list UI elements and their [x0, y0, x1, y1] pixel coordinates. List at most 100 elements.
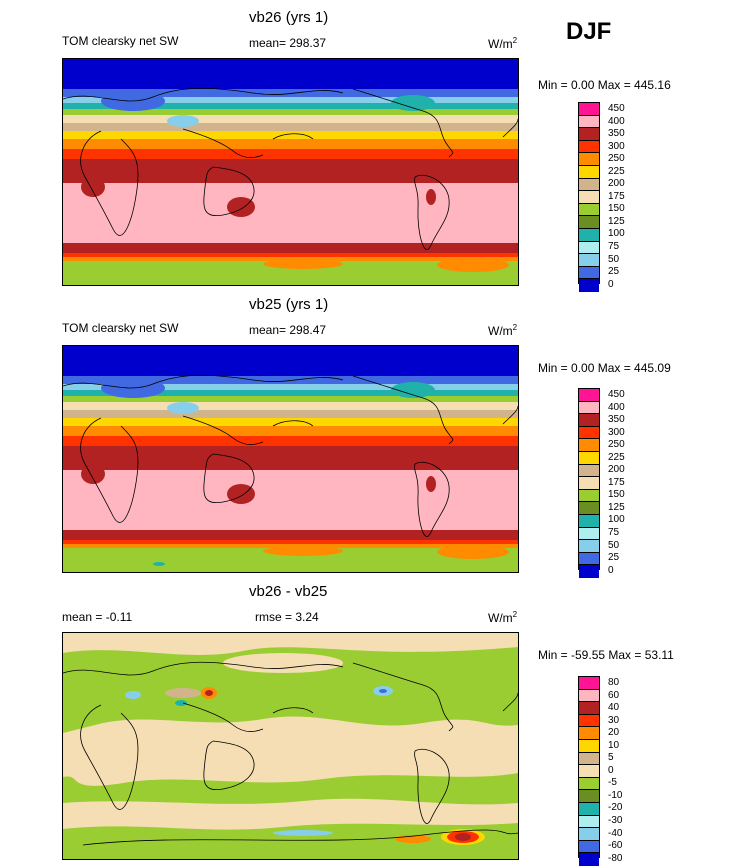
colorbar-top-tick: 125	[608, 216, 625, 227]
colorbar-bottom-bin-1	[579, 689, 599, 703]
colorbar-top-bin-13	[579, 266, 599, 280]
colorbar-middle-tick: 0	[608, 565, 614, 576]
colorbar-bottom-bin-6	[579, 752, 599, 766]
colorbar-top-bin-3	[579, 140, 599, 154]
colorbar-middle-tick: 150	[608, 489, 625, 500]
colorbar-middle-bin-1	[579, 401, 599, 415]
colorbar-bottom-bin-0	[579, 677, 599, 690]
colorbar-top-bin-7	[579, 191, 599, 204]
colorbar-bottom-bin-3	[579, 714, 599, 728]
colorbar-top	[578, 102, 600, 292]
colorbar-middle-bin-6	[579, 464, 599, 478]
colorbar-middle-tick: 100	[608, 514, 625, 525]
minmax-middle: Min = 0.00 Max = 445.09	[538, 361, 671, 375]
colorbar-middle-tick: 200	[608, 464, 625, 475]
colorbar-bottom-bin-5	[579, 739, 599, 753]
colorbar-top-tick: 225	[608, 166, 625, 177]
colorbar-bottom-tick: -80	[608, 853, 623, 864]
colorbar-middle-bin-3	[579, 426, 599, 440]
colorbar-bottom	[578, 676, 600, 866]
colorbar-bottom-bin-11	[579, 815, 599, 829]
colorbar-bottom-bin-2	[579, 702, 599, 715]
colorbar-top-bin-6	[579, 178, 599, 192]
colorbar-bottom-bin-10	[579, 802, 599, 816]
left-label-top: TOM clearsky net SW	[62, 34, 179, 48]
units-label-bottom: W/m2	[488, 610, 518, 625]
colorbar-middle-tick: 50	[608, 540, 620, 551]
colorbar-middle-tick: 300	[608, 427, 625, 438]
units-label-top: W/m2	[488, 36, 518, 51]
colorbar-middle-bin-13	[579, 552, 599, 566]
colorbar-top-bin-4	[579, 153, 599, 166]
colorbar-bottom-tick: -10	[608, 790, 623, 801]
colorbar-bottom-bin-13	[579, 840, 599, 854]
mean-label-middle: mean= 298.47	[249, 323, 327, 337]
colorbar-top-tick: 250	[608, 153, 625, 164]
left-label-bottom: mean = -0.11	[62, 610, 133, 624]
rmse-label-bottom: rmse = 3.24	[255, 610, 319, 624]
panel-title-top: vb26 (yrs 1)	[249, 9, 329, 26]
colorbar-top-bin-11	[579, 241, 599, 255]
colorbar-bottom-tick: 5	[608, 752, 614, 763]
colorbar-top-tick: 350	[608, 128, 625, 139]
panel-title-middle: vb25 (yrs 1)	[249, 296, 329, 313]
map-bottom	[62, 632, 519, 860]
colorbar-middle-bin-0	[579, 389, 599, 402]
colorbar-bottom-bin-9	[579, 790, 599, 803]
map-top	[62, 58, 519, 286]
colorbar-top-bin-2	[579, 128, 599, 141]
colorbar-top-tick: 75	[608, 241, 620, 252]
mean-label-top: mean= 298.37	[249, 36, 327, 50]
colorbar-bottom-tick: -40	[608, 828, 623, 839]
colorbar-bottom-tick: -5	[608, 777, 617, 788]
colorbar-middle-tick: 75	[608, 527, 620, 538]
left-label-middle: TOM clearsky net SW	[62, 321, 179, 335]
colorbar-middle-bin-14	[579, 565, 599, 578]
colorbar-top-tick: 175	[608, 191, 625, 202]
colorbar-top-tick: 200	[608, 178, 625, 189]
colorbar-bottom-bin-7	[579, 765, 599, 778]
colorbar-middle-tick: 25	[608, 552, 620, 563]
colorbar-middle-bin-5	[579, 451, 599, 465]
colorbar-middle-tick: 125	[608, 502, 625, 513]
colorbar-top-tick: 300	[608, 141, 625, 152]
colorbar-middle-bin-10	[579, 514, 599, 528]
colorbar-top-tick: 150	[608, 203, 625, 214]
colorbar-top-bin-8	[579, 203, 599, 217]
colorbar-top-tick: 0	[608, 279, 614, 290]
colorbar-bottom-tick: 40	[608, 702, 620, 713]
colorbar-bottom-tick: 60	[608, 690, 620, 701]
season-label: DJF	[566, 18, 612, 45]
colorbar-middle-tick: 350	[608, 414, 625, 425]
colorbar-middle-bin-12	[579, 540, 599, 553]
panel-title-bottom: vb26 - vb25	[249, 583, 328, 600]
colorbar-top-tick: 100	[608, 228, 625, 239]
colorbar-top-bin-5	[579, 165, 599, 179]
colorbar-top-bin-14	[579, 279, 599, 292]
map-middle	[62, 345, 519, 573]
colorbar-bottom-tick: 0	[608, 765, 614, 776]
colorbar-middle-tick: 225	[608, 452, 625, 463]
colorbar-middle	[578, 388, 600, 578]
colorbar-middle-bin-7	[579, 477, 599, 490]
colorbar-top-bin-10	[579, 228, 599, 242]
colorbar-top-bin-12	[579, 254, 599, 267]
colorbar-top-tick: 50	[608, 254, 620, 265]
colorbar-bottom-tick: 10	[608, 740, 620, 751]
colorbar-middle-tick: 400	[608, 402, 625, 413]
colorbar-bottom-bin-14	[579, 853, 599, 866]
units-label-middle: W/m2	[488, 323, 518, 338]
colorbar-middle-bin-9	[579, 502, 599, 515]
colorbar-top-bin-0	[579, 103, 599, 116]
colorbar-middle-bin-4	[579, 439, 599, 452]
colorbar-middle-tick: 250	[608, 439, 625, 450]
colorbar-middle-bin-2	[579, 414, 599, 427]
colorbar-middle-tick: 450	[608, 389, 625, 400]
colorbar-bottom-bin-12	[579, 828, 599, 841]
colorbar-middle-bin-8	[579, 489, 599, 503]
colorbar-top-bin-1	[579, 115, 599, 129]
colorbar-top-bin-9	[579, 216, 599, 229]
minmax-top: Min = 0.00 Max = 445.16	[538, 78, 671, 92]
colorbar-bottom-tick: 20	[608, 727, 620, 738]
colorbar-bottom-tick: -20	[608, 802, 623, 813]
